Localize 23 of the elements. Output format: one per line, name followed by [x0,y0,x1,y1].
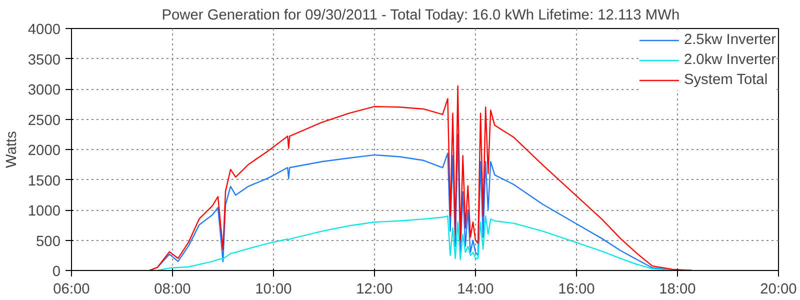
legend-label: 2.0kw Inverter [684,52,776,68]
x-tick-label: 14:00 [457,282,494,298]
legend-label: 2.5kw Inverter [684,32,776,48]
y-tick-label: 500 [36,234,61,250]
line-series [148,85,693,270]
y-tick-label: 1000 [28,204,61,220]
y-axis-title: Watts [4,131,20,168]
x-tick-label: 20:00 [760,282,797,298]
chart-title: Power Generation for 09/30/2011 - Total Today: 16.0 kWh Lifetime: 12.113 MWh [162,8,680,24]
x-tick-label: 08:00 [154,282,191,298]
x-tick-label: 16:00 [558,282,595,298]
y-tick-label: 3500 [28,52,61,68]
x-tick-label: 12:00 [356,282,393,298]
y-tick-label: 2500 [28,112,61,129]
y-tick-label: 1500 [28,173,61,190]
y-tick-label: 0 [52,264,61,280]
x-tick-label: 18:00 [659,282,696,298]
y-tick-label: 4000 [28,22,61,38]
y-tick-label: 2000 [28,143,61,159]
y-tick-label: 3000 [28,82,61,98]
x-tick-label: 06:00 [53,282,90,298]
legend-label: System Total [684,72,768,88]
x-tick-label: 10:00 [255,282,292,298]
